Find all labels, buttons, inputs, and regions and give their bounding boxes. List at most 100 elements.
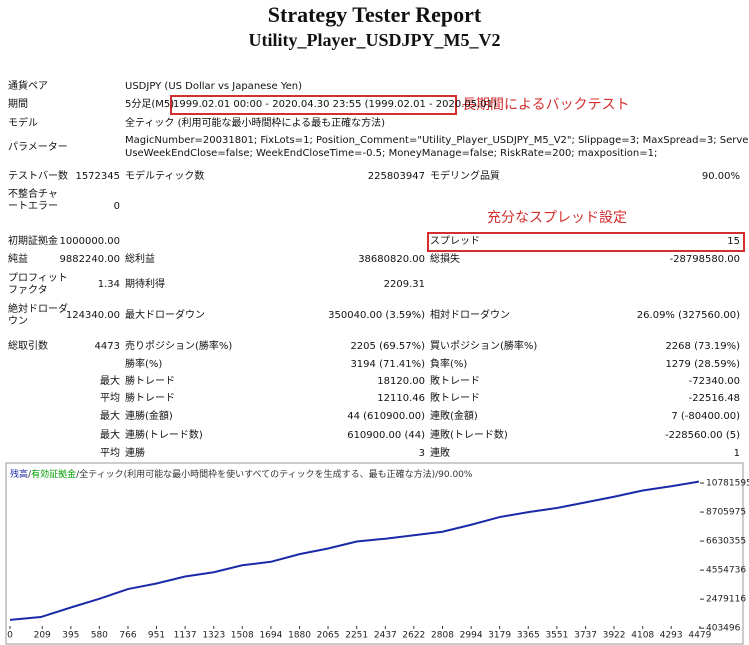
stat-value: 38680820.00 xyxy=(358,254,425,265)
stat-value: 26.09% (327560.00) xyxy=(636,310,740,321)
stat-value: 124340.00 xyxy=(65,310,120,321)
stat-value: 1.34 xyxy=(97,279,120,290)
y-tick-label: 4554736 xyxy=(706,566,746,576)
stat-label: 買いポジション(勝率%) xyxy=(430,341,538,352)
stat-label: 勝率(%) xyxy=(125,359,163,370)
x-tick-label: 0 xyxy=(7,631,13,641)
stat-label: モデリング品質 xyxy=(430,171,500,182)
quality-text: 90.00% xyxy=(438,470,473,480)
legend-entry: 残高 xyxy=(10,468,28,480)
stat-value: 平均 xyxy=(100,393,120,404)
model-text: 全ティック(利用可能な最小時間枠を使いすべてのティックを生成する、最も正確な方法… xyxy=(79,468,435,480)
stat-label: 純益 xyxy=(8,254,28,265)
stat-label: 総損失 xyxy=(430,254,460,265)
stat-value: 1572345 xyxy=(75,171,120,182)
stat-label: 連勝(金額) xyxy=(125,411,173,422)
info-value: 5分足(M5) xyxy=(125,99,175,110)
x-tick-label: 1508 xyxy=(231,631,254,641)
x-tick-label: 2065 xyxy=(317,631,340,641)
stat-label: 敗トレード xyxy=(430,393,480,404)
x-tick-label: 395 xyxy=(62,631,79,641)
stat-label: 総取引数 xyxy=(8,341,48,352)
legend-entry: 有効証拠金 xyxy=(31,468,76,480)
stat-value: 最大 xyxy=(100,411,120,422)
stat-value: 最大 xyxy=(100,430,120,441)
legend: 残高/有効証拠金/全ティック(利用可能な最小時間枠を使いすべてのティックを生成す… xyxy=(10,468,473,480)
stat-label: 売りポジション(勝率%) xyxy=(125,341,233,352)
stat-value: 7 (-80400.00) xyxy=(671,411,740,422)
x-tick-label: 3922 xyxy=(603,631,626,641)
y-tick-label: 8705975 xyxy=(706,508,746,518)
info-label: 期間 xyxy=(8,99,28,110)
stat-label: 敗トレード xyxy=(430,376,480,387)
stat-label: 初期証拠金 xyxy=(8,236,58,247)
balance-line xyxy=(9,480,700,621)
stat-label: 勝トレード xyxy=(125,393,175,404)
x-tick-label: 1880 xyxy=(288,631,311,641)
stat-label: 総利益 xyxy=(125,254,155,265)
x-tick-label: 1137 xyxy=(174,631,197,641)
stat-value: 1 xyxy=(733,448,740,459)
chart-frame xyxy=(5,462,744,645)
stat-label: 負率(%) xyxy=(430,359,468,370)
x-tick-label: 3737 xyxy=(574,631,597,641)
stat-label: 最大ドローダウン xyxy=(125,310,205,321)
stat-value: 0 xyxy=(113,201,120,212)
stat-label: スプレッド xyxy=(430,236,480,247)
stat-label: 絶対ドローダウン xyxy=(8,304,68,327)
stat-label: テストバー数 xyxy=(8,171,68,182)
x-tick-label: 1323 xyxy=(202,631,225,641)
stat-value: 3194 (71.41%) xyxy=(350,359,425,370)
stat-label: 連敗(トレード数) xyxy=(430,430,508,441)
info-highlight: 1999.02.01 00:00 - 2020.04.30 23:55 (199… xyxy=(173,99,497,110)
separator: / xyxy=(435,470,439,480)
x-tick-label: 2622 xyxy=(402,631,425,641)
stat-value: 44 (610900.00) xyxy=(347,411,425,422)
stat-value: 18120.00 xyxy=(377,376,425,387)
x-tick-label: 4293 xyxy=(660,631,683,641)
x-tick-label: 1694 xyxy=(259,631,282,641)
info-value: USDJPY (US Dollar vs Japanese Yen) xyxy=(125,81,303,92)
report-title: Strategy Tester Report xyxy=(267,2,482,27)
stat-value: -72340.00 xyxy=(688,376,740,387)
stat-value: -22516.48 xyxy=(688,393,740,404)
x-tick-label: 580 xyxy=(91,631,108,641)
stat-value: 4473 xyxy=(94,341,120,352)
stat-value: 2268 (73.19%) xyxy=(665,341,740,352)
x-tick-label: 3365 xyxy=(517,631,540,641)
annotation: 充分なスプレッド設定 xyxy=(487,210,627,226)
stat-label: プロフィットファクタ xyxy=(8,273,68,296)
info-value: UseWeekEndClose=false; WeekEndCloseTime=… xyxy=(125,148,658,159)
stat-value: 1000000.00 xyxy=(59,236,120,247)
stat-value: 平均 xyxy=(100,448,120,459)
annotation: 長期間によるバックテスト xyxy=(462,97,630,113)
report-subtitle: Utility_Player_USDJPY_M5_V2 xyxy=(248,30,501,50)
stat-value: 2205 (69.57%) xyxy=(350,341,425,352)
stat-value: -228560.00 (5) xyxy=(664,430,740,441)
x-tick-label: 951 xyxy=(148,631,165,641)
highlight-box xyxy=(170,95,457,115)
x-tick-label: 2994 xyxy=(460,631,483,641)
stat-label: 相対ドローダウン xyxy=(430,310,510,321)
x-tick-label: 2251 xyxy=(345,631,368,641)
stat-value: 2209.31 xyxy=(383,279,425,290)
info-label: 通貨ペア xyxy=(8,81,48,92)
x-tick-label: 4479 xyxy=(688,631,711,641)
y-tick-label: 2479116 xyxy=(706,595,746,605)
stat-value: 9882240.00 xyxy=(59,254,120,265)
info-label: パラメーター xyxy=(8,142,68,153)
x-tick-label: 3551 xyxy=(545,631,568,641)
x-tick-label: 2808 xyxy=(431,631,454,641)
stat-value: 350040.00 (3.59%) xyxy=(328,310,425,321)
y-tick-label: 403496 xyxy=(706,624,741,634)
y-tick-label: 6630355 xyxy=(706,537,746,547)
separator: / xyxy=(76,470,80,480)
info-value: 全ティック (利用可能な最小時間枠による最も正確な方法) xyxy=(125,118,386,129)
stat-label: 不整合チャートエラー xyxy=(8,189,58,212)
info-value: MagicNumber=20031801; FixLots=1; Positio… xyxy=(125,135,749,146)
x-tick-label: 209 xyxy=(34,631,51,641)
stat-value: 3 xyxy=(418,448,425,459)
stat-value: 15 xyxy=(727,236,740,247)
stat-value: 90.00% xyxy=(701,171,740,182)
